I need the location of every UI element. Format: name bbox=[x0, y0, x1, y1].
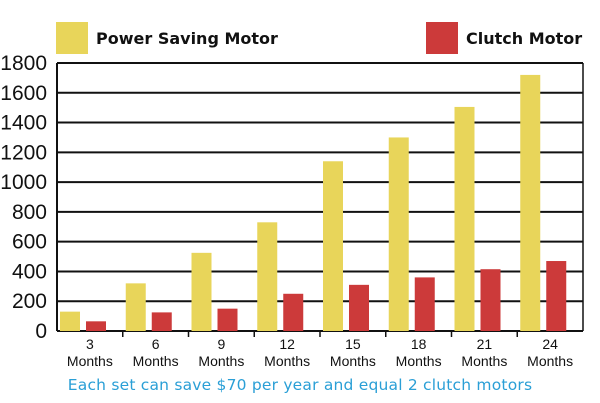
x-tick-label: 21 Months bbox=[461, 336, 507, 369]
bar bbox=[388, 137, 409, 331]
x-tick-label: 24 Months bbox=[527, 336, 573, 369]
bar bbox=[125, 283, 146, 331]
legend-label-power-saving: Power Saving Motor bbox=[96, 28, 278, 48]
x-tick-label: 18 Months bbox=[396, 336, 442, 369]
y-tick-label: 1800 bbox=[0, 52, 47, 75]
y-tick-label: 1400 bbox=[0, 112, 47, 135]
y-tick-label: 400 bbox=[12, 260, 47, 283]
bar bbox=[60, 311, 80, 331]
chart-caption: Each set can save $70 per year and equal… bbox=[67, 376, 533, 394]
bar bbox=[86, 321, 106, 331]
bar bbox=[191, 252, 212, 331]
y-tick-label: 1200 bbox=[0, 141, 47, 164]
y-tick-label: 0 bbox=[35, 320, 47, 343]
bar bbox=[546, 261, 567, 331]
bar bbox=[323, 161, 343, 331]
bar bbox=[520, 74, 541, 332]
legend-item-power-saving: Power Saving Motor bbox=[56, 18, 278, 58]
legend-swatch-power-saving bbox=[56, 22, 88, 54]
x-tick-label: 15 Months bbox=[330, 336, 376, 369]
legend-label-clutch: Clutch Motor bbox=[466, 28, 583, 48]
bar bbox=[217, 308, 238, 331]
y-tick-label: 1600 bbox=[0, 82, 47, 105]
x-tick-label: 6 Months bbox=[133, 336, 179, 369]
y-tick-label: 600 bbox=[12, 231, 47, 254]
bar bbox=[349, 284, 369, 331]
y-tick-label: 800 bbox=[12, 201, 47, 224]
x-tick-label: 9 Months bbox=[198, 336, 244, 369]
bar bbox=[151, 312, 172, 331]
x-tick-label: 12 Months bbox=[264, 336, 310, 369]
legend-item-clutch: Clutch Motor bbox=[426, 18, 582, 58]
bar bbox=[480, 269, 501, 331]
legend-swatch-clutch bbox=[426, 22, 458, 54]
bar bbox=[414, 277, 435, 331]
bar bbox=[257, 222, 278, 331]
y-tick-label: 200 bbox=[12, 290, 47, 313]
bar bbox=[454, 106, 475, 331]
bar bbox=[283, 293, 304, 331]
y-tick-label: 1000 bbox=[0, 171, 47, 194]
x-tick-label: 3 Months bbox=[67, 336, 113, 369]
